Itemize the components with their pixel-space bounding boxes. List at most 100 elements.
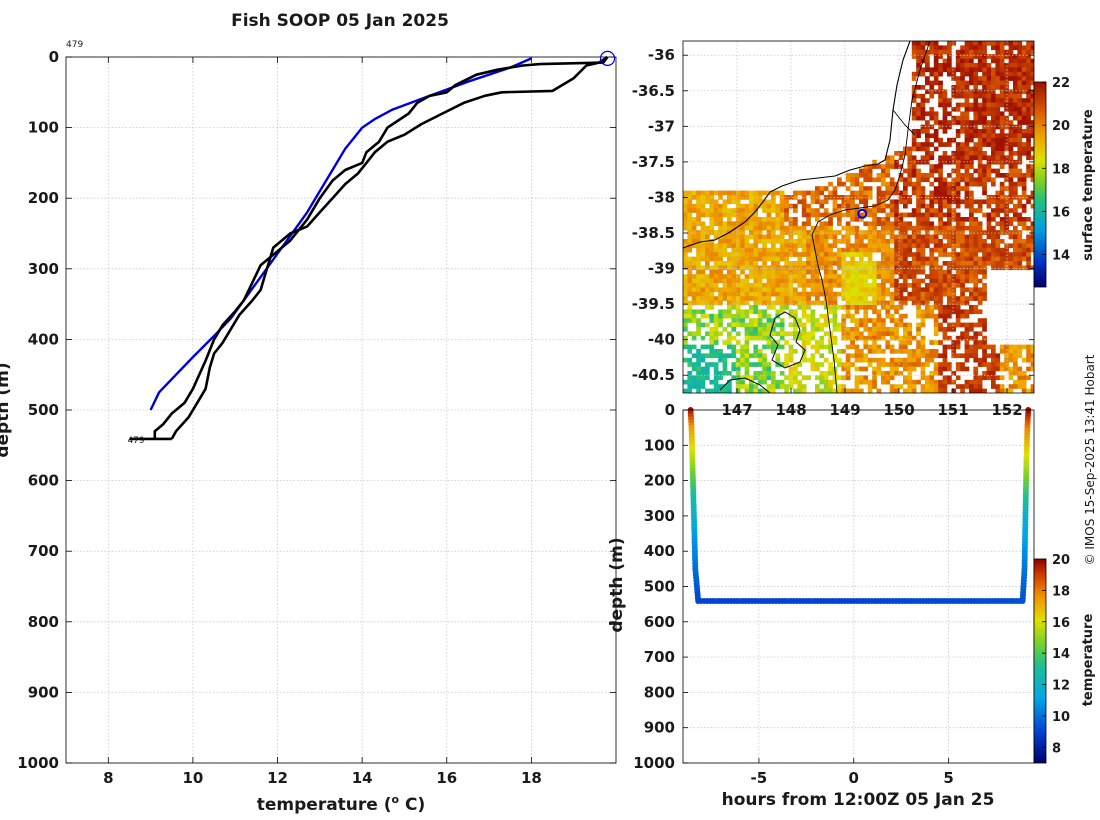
sst-cell bbox=[920, 362, 926, 367]
sst-cell bbox=[977, 129, 983, 134]
sst-cell bbox=[797, 291, 803, 297]
sst-cell bbox=[683, 283, 688, 288]
sst-cell bbox=[1008, 45, 1014, 51]
sst-cell bbox=[801, 278, 807, 284]
sst-cell bbox=[960, 287, 965, 293]
sst-cell bbox=[854, 375, 860, 381]
sst-cell bbox=[942, 349, 948, 354]
sst-cell bbox=[696, 375, 701, 381]
sst-cell bbox=[757, 274, 763, 279]
sst-cell bbox=[863, 274, 869, 279]
sst-cell bbox=[885, 269, 891, 275]
sst-cell bbox=[898, 221, 904, 227]
sst-cell bbox=[982, 349, 987, 354]
sst-cell bbox=[942, 305, 948, 310]
sst-cell bbox=[793, 239, 798, 244]
sst-cell bbox=[921, 393, 926, 398]
sst-cell bbox=[911, 212, 917, 218]
sst-cell bbox=[709, 313, 715, 319]
sst-cell bbox=[916, 177, 921, 183]
sst-cell bbox=[991, 256, 996, 262]
sst-cell bbox=[828, 344, 833, 350]
sst-cell bbox=[713, 261, 719, 266]
sst-cell bbox=[762, 353, 767, 359]
sst-cell bbox=[740, 318, 745, 323]
sst-cell bbox=[713, 375, 719, 381]
sst-cell bbox=[850, 173, 855, 178]
sst-cell bbox=[854, 230, 860, 235]
sst-cell bbox=[713, 331, 719, 337]
sst-cell bbox=[801, 331, 807, 337]
sst-cell bbox=[740, 247, 745, 253]
sst-cell bbox=[872, 349, 877, 354]
sst-cell bbox=[973, 344, 979, 350]
sst-cell bbox=[907, 366, 913, 372]
sst-cell bbox=[810, 225, 816, 231]
sst-cell bbox=[955, 195, 961, 200]
sst-colorbar-frame bbox=[1033, 81, 1047, 288]
sst-cell bbox=[885, 291, 891, 297]
sst-cell bbox=[1008, 388, 1014, 393]
sst-cell bbox=[991, 371, 996, 376]
sst-cell bbox=[925, 208, 930, 213]
sst-cell bbox=[727, 305, 732, 310]
sst-cell bbox=[709, 305, 715, 310]
sst-cell bbox=[964, 344, 970, 350]
sst-cell bbox=[1030, 344, 1034, 350]
sst-cell bbox=[898, 212, 904, 218]
sst-cell bbox=[894, 234, 899, 240]
sst-cell bbox=[823, 287, 829, 293]
sst-cell bbox=[841, 199, 847, 205]
sst-cell bbox=[700, 203, 706, 209]
sst-cell bbox=[757, 283, 763, 288]
sst-cell bbox=[687, 265, 693, 271]
sst-cell bbox=[845, 265, 851, 271]
sst-cell bbox=[793, 252, 798, 257]
sst-cell bbox=[691, 344, 697, 350]
sst-cell bbox=[894, 318, 899, 323]
sst-cell bbox=[911, 54, 917, 59]
sst-cell bbox=[881, 287, 886, 293]
sst-cell bbox=[973, 80, 979, 86]
sst-cell bbox=[1026, 58, 1031, 64]
sst-cell bbox=[1026, 225, 1031, 231]
sst-cell bbox=[903, 274, 908, 279]
sst-cell bbox=[801, 234, 807, 240]
sst-cell bbox=[876, 203, 882, 209]
sst-cell bbox=[986, 252, 992, 257]
sst-cell bbox=[942, 203, 948, 209]
sst-cell bbox=[735, 305, 741, 310]
sst-cell bbox=[779, 379, 785, 385]
sst-cell bbox=[731, 212, 737, 218]
sst-cell bbox=[801, 353, 807, 359]
sst-cell bbox=[872, 243, 877, 249]
sst-cell bbox=[832, 388, 838, 393]
sst-cell bbox=[771, 331, 776, 337]
sst-cell bbox=[845, 327, 851, 332]
sst-cell bbox=[881, 335, 886, 341]
sst-cell bbox=[991, 45, 996, 51]
sst-cell bbox=[999, 344, 1005, 350]
sst-cell bbox=[942, 225, 948, 231]
sst-cell bbox=[872, 234, 877, 240]
sst-cell bbox=[709, 230, 715, 235]
sst-cell bbox=[1008, 181, 1014, 187]
sst-cell bbox=[964, 331, 970, 337]
sst-cell bbox=[705, 230, 710, 235]
sst-cell bbox=[815, 362, 820, 367]
sst-cell bbox=[885, 375, 891, 381]
sst-cell bbox=[999, 98, 1005, 103]
sst-cell bbox=[727, 379, 732, 385]
sst-cell bbox=[907, 388, 913, 393]
sst-cell bbox=[964, 107, 970, 112]
sst-cell bbox=[964, 203, 970, 209]
sst-cell bbox=[889, 331, 895, 337]
sst-cell bbox=[815, 234, 820, 240]
sst-cell bbox=[977, 63, 983, 68]
sst-cell bbox=[845, 252, 851, 257]
sst-cell bbox=[819, 362, 825, 367]
sst-cell bbox=[969, 388, 974, 393]
sst-cell bbox=[753, 278, 759, 284]
sst-cell bbox=[815, 217, 820, 222]
sst-cell bbox=[850, 344, 855, 350]
